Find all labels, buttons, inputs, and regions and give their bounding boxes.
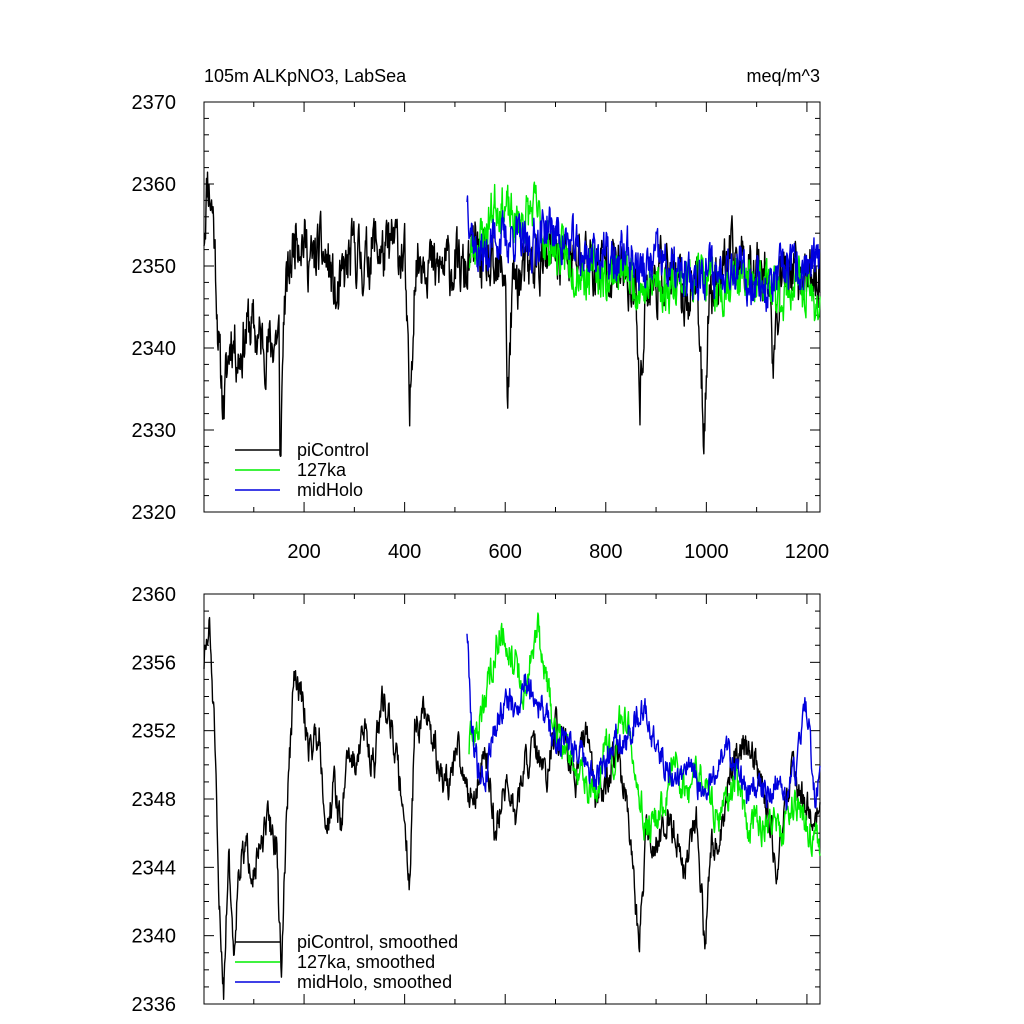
bottom-y-tick-labels: 2336 2340 2344 2348 2352 2356 2360: [132, 584, 177, 1016]
x-tick-label: 800: [589, 541, 622, 563]
x-tick-label: 1000: [684, 541, 729, 563]
top-series: [203, 171, 821, 458]
series-line-picontrol-smoothed: [203, 616, 821, 1000]
y-tick-label: 2348: [132, 789, 177, 811]
y-tick-label: 2340: [132, 926, 177, 948]
legend-label: 127ka, smoothed: [297, 952, 435, 972]
y-tick-label: 2360: [132, 584, 177, 606]
x-tick-label: 400: [388, 541, 421, 563]
bottom-ticks: [204, 593, 820, 1005]
y-tick-label: 2350: [132, 256, 177, 278]
y-tick-label: 2330: [132, 420, 177, 442]
x-tick-label: 600: [489, 541, 522, 563]
legend-label: piControl, smoothed: [297, 932, 458, 952]
series-line-127ka-smoothed: [468, 612, 821, 857]
x-tick-label: 1200: [785, 541, 830, 563]
legend-label: 127ka: [297, 460, 347, 480]
y-tick-label: 2320: [132, 502, 177, 524]
top-chart-units: meq/m^3: [747, 66, 820, 86]
y-tick-label: 2352: [132, 721, 177, 743]
top-chart-title: 105m ALKpNO3, LabSea: [204, 66, 407, 86]
y-tick-label: 2344: [132, 857, 177, 879]
legend-label: midHolo, smoothed: [297, 972, 452, 992]
y-tick-label: 2370: [132, 92, 177, 114]
series-line-midholo-smoothed: [466, 633, 821, 811]
y-tick-label: 2340: [132, 338, 177, 360]
bottom-panel: 2336 2340 2344 2348 2352 2356 2360 piControl, …: [132, 584, 821, 1016]
top-x-tick-labels: 200 400 600 800 1000 1200: [287, 541, 829, 563]
top-y-tick-labels: 2320 2330 2340 2350 2360 2370: [132, 92, 177, 524]
bottom-series: [203, 612, 821, 1000]
x-tick-label: 200: [287, 541, 320, 563]
y-tick-label: 2336: [132, 994, 177, 1016]
series-line-midholo: [466, 195, 821, 313]
y-tick-label: 2356: [132, 652, 177, 674]
legend-label: midHolo: [297, 480, 363, 500]
top-panel: 105m ALKpNO3, LabSea meq/m^3 2320 2330 234…: [132, 66, 830, 563]
legend-label: piControl: [297, 440, 369, 460]
y-tick-label: 2360: [132, 174, 177, 196]
top-ticks: [204, 101, 820, 513]
